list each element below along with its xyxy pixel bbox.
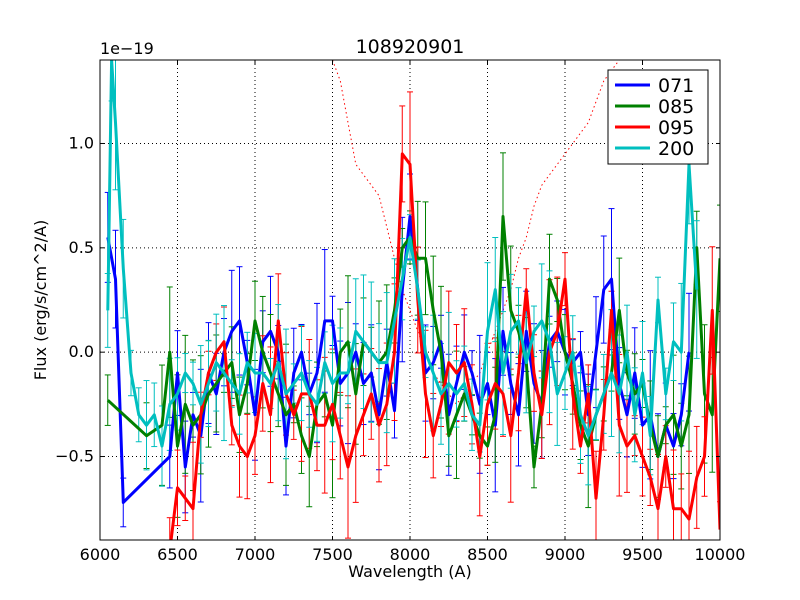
y-tick-label: 0.0 xyxy=(69,342,94,361)
y-axis-label: Flux (erg/s/cm^2/A) xyxy=(31,220,50,381)
axis-ticks: 6000 6500 7000 7500 8000 8500 9000 9500 10000 −0.… xyxy=(55,60,745,564)
x-tick-label: 8000 xyxy=(390,545,431,564)
x-tick-label: 7500 xyxy=(312,545,353,564)
series-lines xyxy=(106,60,720,540)
y-scale-label: 1e−19 xyxy=(100,39,154,58)
x-tick-label: 9500 xyxy=(622,545,663,564)
x-tick-label: 6500 xyxy=(157,545,198,564)
series-line-200 xyxy=(106,60,699,448)
x-axis-label: Wavelength (A) xyxy=(348,562,471,581)
series-line-095 xyxy=(169,152,720,540)
legend-label-095: 095 xyxy=(658,117,694,139)
legend-label-200: 200 xyxy=(658,138,694,160)
x-tick-label: 10000 xyxy=(695,545,746,564)
reference-dotted-curve xyxy=(332,60,620,406)
y-tick-label: 1.0 xyxy=(69,133,94,152)
y-tick-label: 0.5 xyxy=(69,238,94,257)
legend-label-071: 071 xyxy=(658,75,694,97)
chart-title: 108920901 xyxy=(356,36,465,58)
x-tick-label: 9000 xyxy=(545,545,586,564)
x-tick-label: 8500 xyxy=(467,545,508,564)
y-tick-label: −0.5 xyxy=(55,447,94,466)
series-line-085 xyxy=(106,215,720,469)
dotted-curve-line xyxy=(332,60,620,406)
x-tick-label: 6000 xyxy=(80,545,121,564)
x-tick-label: 7000 xyxy=(235,545,276,564)
legend-label-085: 085 xyxy=(658,96,694,118)
